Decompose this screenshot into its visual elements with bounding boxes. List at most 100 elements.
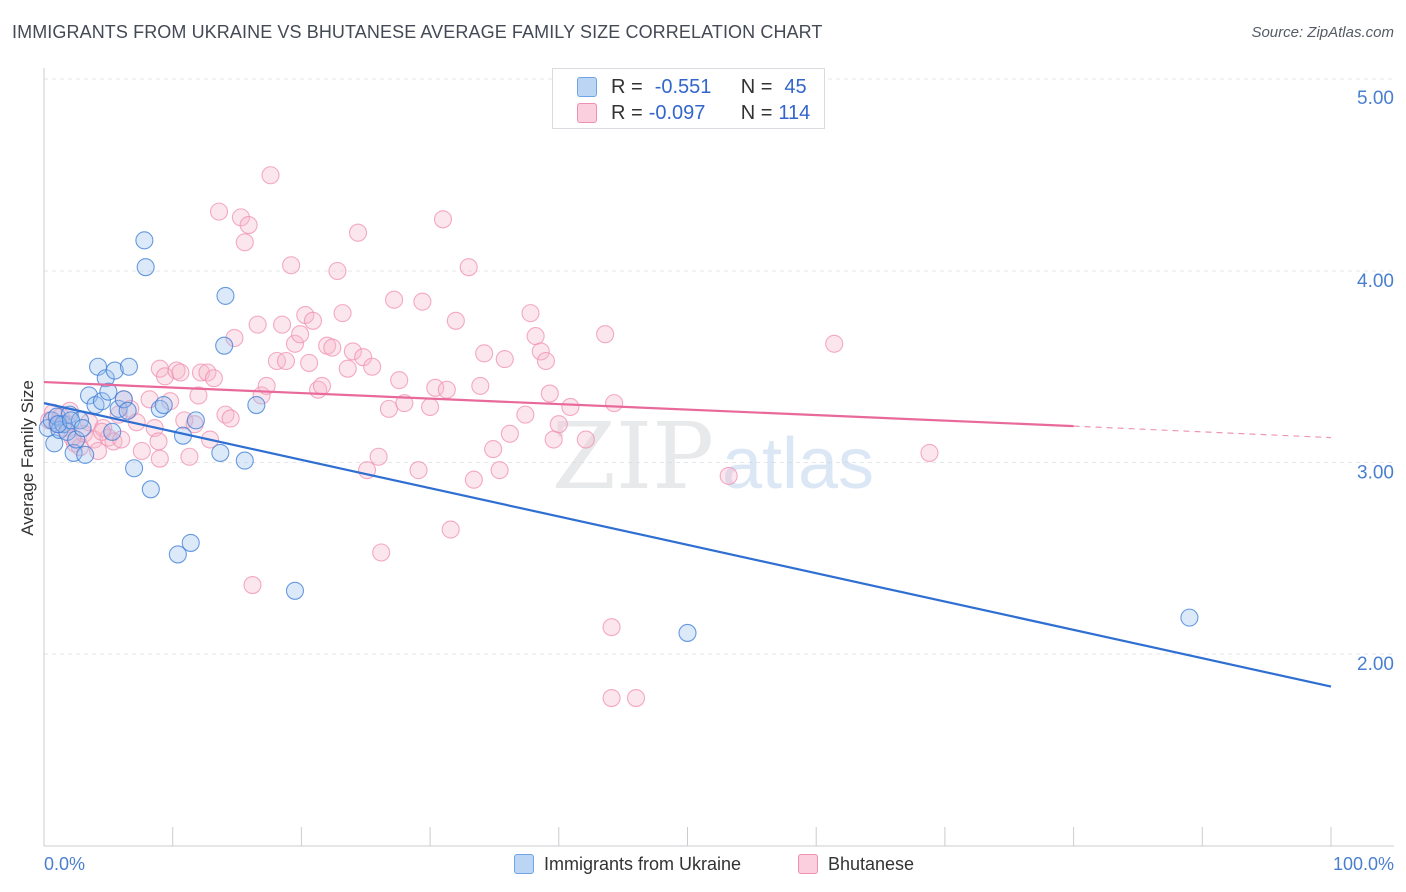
bhutanese-point xyxy=(209,202,229,221)
legend-n-label: N = xyxy=(740,101,773,124)
ukraine-point xyxy=(64,443,83,462)
bhutanese-point xyxy=(312,376,332,395)
bhutanese-point xyxy=(261,166,280,185)
bhutanese-point xyxy=(490,461,509,480)
bhutanese-point xyxy=(395,394,414,413)
bhutanese-point xyxy=(484,440,503,459)
bhutanese-point xyxy=(149,432,168,451)
bhutanese-point xyxy=(221,409,240,428)
ukraine-point xyxy=(45,434,64,453)
bhutanese-point xyxy=(446,311,465,330)
bhutanese-point xyxy=(409,461,428,480)
bottom-legend-bhutanese: Bhutanese xyxy=(798,852,914,876)
bhutanese-point xyxy=(421,397,440,417)
ukraine-point xyxy=(136,258,155,277)
bhutanese-point xyxy=(544,430,563,449)
ukraine-point xyxy=(125,459,144,478)
bottom-legend-swatch-ukraine xyxy=(514,854,534,874)
chart-title: IMMIGRANTS FROM UKRAINE VS BHUTANESE AVE… xyxy=(12,22,823,42)
ukraine-point xyxy=(76,445,95,464)
bhutanese-point xyxy=(323,338,342,357)
chart-source: Source: ZipAtlas.com xyxy=(1251,24,1394,41)
bhutanese-point xyxy=(333,304,352,323)
bhutanese-point xyxy=(602,688,621,708)
ukraine-point xyxy=(119,357,138,376)
legend-r-label: R = xyxy=(611,101,643,124)
bhutanese-point xyxy=(825,334,844,353)
legend-n-label: N = xyxy=(740,75,773,98)
bottom-legend-label-bhutanese: Bhutanese xyxy=(828,853,915,874)
bhutanese-point xyxy=(561,397,580,417)
ukraine-point xyxy=(247,395,266,415)
bhutanese-point xyxy=(602,618,621,637)
bhutanese-point xyxy=(291,325,310,344)
ukraine-point xyxy=(678,623,697,642)
bhutanese-point xyxy=(626,688,646,708)
bhutanese-point xyxy=(235,233,254,252)
bhutanese-point xyxy=(343,342,362,361)
bhutanese-point xyxy=(180,447,199,466)
bhutanese-point xyxy=(426,378,445,397)
ukraine-point xyxy=(92,392,111,411)
bhutanese-trend-extension xyxy=(1073,425,1332,439)
bhutanese-point xyxy=(536,351,555,371)
x-tick-label-max: 100.0% xyxy=(1333,854,1394,874)
bhutanese-point xyxy=(441,520,460,539)
bhutanese-point xyxy=(276,351,296,371)
ukraine-points xyxy=(38,231,1199,642)
bhutanese-point xyxy=(719,466,738,485)
bhutanese-point xyxy=(328,261,347,281)
bhutanese-point xyxy=(471,376,490,395)
ukraine-trend-line xyxy=(43,402,1332,688)
bhutanese-point xyxy=(459,258,478,277)
bhutanese-point xyxy=(413,292,432,311)
bhutanese-point xyxy=(338,359,357,378)
bhutanese-point xyxy=(354,348,373,367)
ukraine-point xyxy=(186,411,205,430)
bhutanese-point xyxy=(390,371,409,390)
x-tick-label-min: 0.0% xyxy=(44,854,85,874)
axes xyxy=(43,68,1394,847)
legend-swatch-bhutanese xyxy=(577,103,597,123)
bhutanese-point xyxy=(231,208,250,227)
bhutanese-point xyxy=(495,350,514,369)
bhutanese-point xyxy=(150,449,169,468)
bhutanese-point xyxy=(576,430,595,449)
ukraine-point xyxy=(235,451,254,470)
ukraine-point xyxy=(211,443,230,462)
bhutanese-point xyxy=(171,363,190,382)
ukraine-point xyxy=(114,390,133,409)
bhutanese-point xyxy=(516,405,535,424)
ukraine-point xyxy=(109,399,128,418)
legend-r-value-bhutanese: -0.097 xyxy=(648,101,706,124)
bhutanese-point xyxy=(300,353,319,372)
trend-lines xyxy=(43,380,1332,688)
y-tick-label: 2.00 xyxy=(1357,654,1394,675)
bhutanese-point xyxy=(273,315,292,334)
ukraine-point xyxy=(105,361,124,380)
ukraine-point xyxy=(103,422,122,441)
bhutanese-point xyxy=(385,290,404,309)
y-tick-label: 5.00 xyxy=(1357,88,1394,109)
ukraine-point xyxy=(154,395,173,415)
bottom-legend-swatch-bhutanese xyxy=(798,854,818,874)
bhutanese-point xyxy=(239,215,258,235)
y-axis-label: Average Family Size xyxy=(18,380,37,536)
bhutanese-point xyxy=(526,327,545,346)
bhutanese-point xyxy=(257,376,276,395)
ukraine-point xyxy=(215,336,234,355)
bhutanese-trend-line xyxy=(43,380,1074,428)
bhutanese-point xyxy=(303,311,323,330)
bhutanese-point xyxy=(475,344,494,363)
bhutanese-point xyxy=(189,386,208,405)
bhutanese-point xyxy=(920,443,939,462)
bhutanese-point xyxy=(285,334,305,353)
watermark: ZIP atlas xyxy=(552,403,874,510)
ukraine-point xyxy=(118,401,137,420)
bhutanese-point xyxy=(204,369,223,388)
bhutanese-point xyxy=(464,470,483,489)
bhutanese-point xyxy=(155,367,175,386)
legend-row-ukraine: R = -0.551 N = 45 xyxy=(577,75,807,99)
bhutanese-point xyxy=(132,441,151,461)
